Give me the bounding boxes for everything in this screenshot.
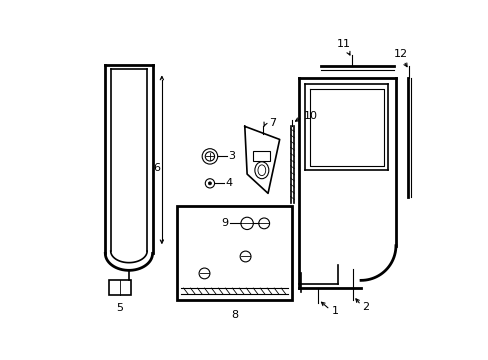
Bar [177,206,291,300]
Text: 1: 1 [331,306,338,316]
Bar [252,151,269,161]
Ellipse shape [254,162,268,179]
Text: 3: 3 [228,152,235,161]
Circle shape [208,182,211,185]
Text: 2: 2 [362,302,369,311]
Text: 12: 12 [393,49,407,59]
Bar [109,280,131,295]
Text: 8: 8 [231,310,238,320]
Text: 10: 10 [303,111,317,121]
Text: 7: 7 [268,117,275,127]
Text: 4: 4 [225,178,232,188]
Text: 6: 6 [153,163,160,172]
Text: 9: 9 [221,219,228,228]
Text: 5: 5 [116,303,123,313]
Ellipse shape [258,165,265,176]
Text: 11: 11 [336,39,350,49]
